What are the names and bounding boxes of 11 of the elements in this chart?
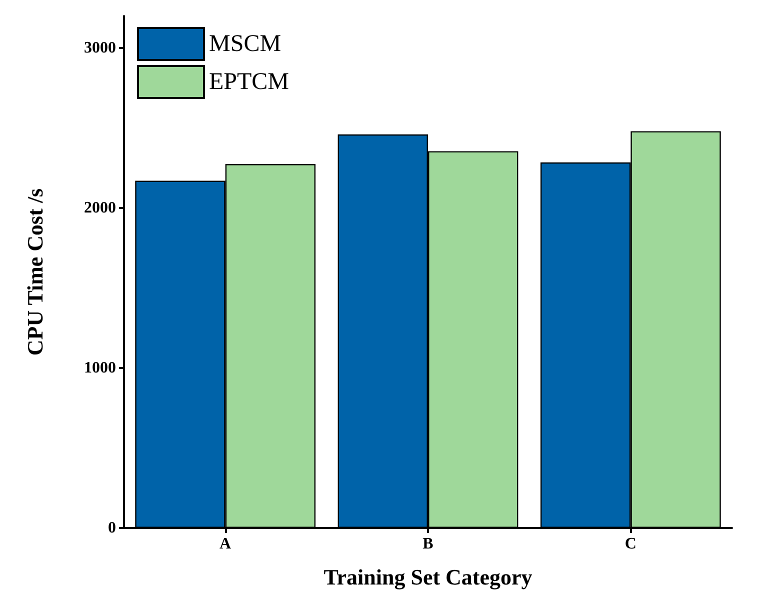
- x-tick-label: A: [220, 536, 232, 552]
- y-tick-label: 2000: [84, 200, 116, 216]
- y-tick-label: 1000: [84, 360, 116, 376]
- y-tick-label: 0: [108, 520, 116, 536]
- legend-label: EPTCM: [209, 69, 290, 95]
- x-tick-label: B: [422, 536, 434, 552]
- y-tick-label: 3000: [84, 40, 116, 56]
- legend-label: MSCM: [209, 31, 282, 57]
- y-axis-title: CPU Time Cost /s: [22, 188, 48, 356]
- x-tick-label: C: [624, 536, 636, 552]
- x-axis-title: Training Set Category: [324, 564, 532, 590]
